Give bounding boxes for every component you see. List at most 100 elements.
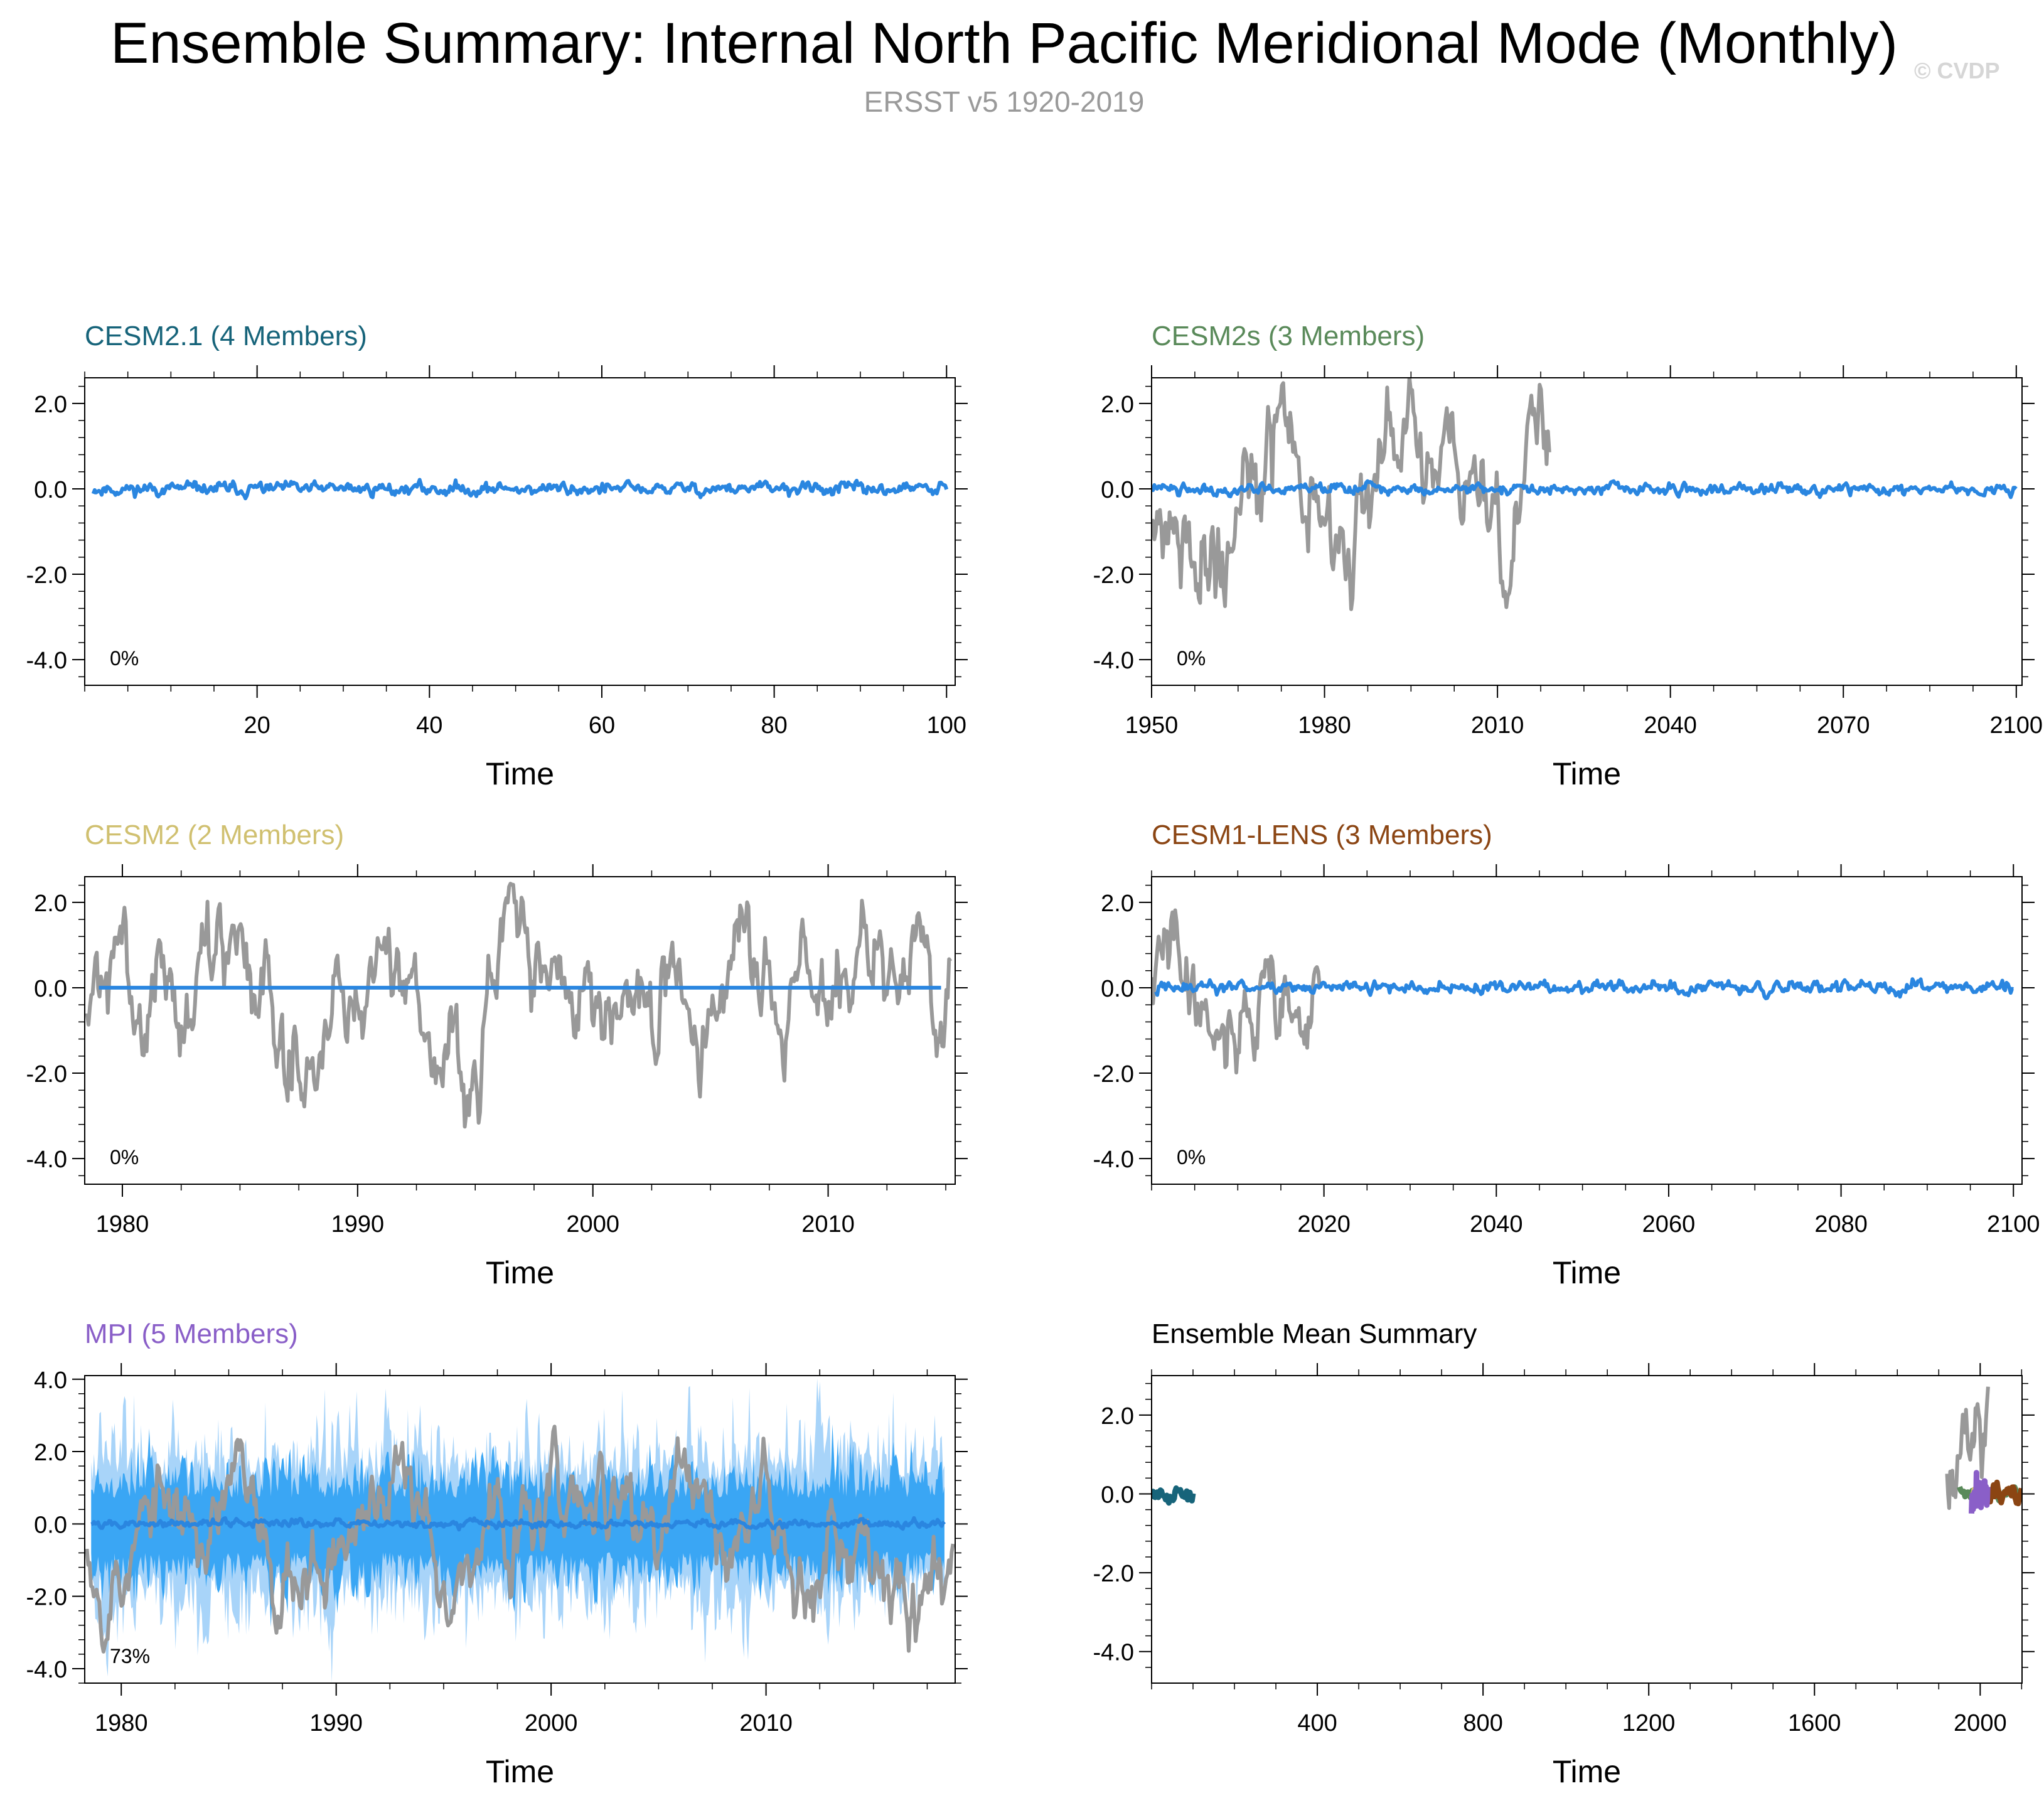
x-tick-label: 2100 [1990,712,2043,739]
x-tick-label: 1980 [96,1211,149,1238]
y-tick-label: 0.0 [34,1512,67,1538]
plot-frame [84,1375,956,1684]
series-ensemble-mean [91,478,949,501]
pct-label: 0% [110,647,139,670]
panel-cesm1-lens: CESM1-LENS (3 Members) 2.0 0.0 -2.0 -4.0 2020… [1093,820,2040,1290]
y-tick-label: 2.0 [1101,392,1134,418]
x-tick-label: 2070 [1817,712,1870,739]
y-tick-label: -4.0 [1093,1147,1134,1173]
x-tick-label: 2010 [1471,712,1524,739]
x-tick-label: 2060 [1642,1211,1696,1238]
panel-title: CESM1-LENS (3 Members) [1152,820,1492,850]
y-tick-label: -2.0 [1093,1061,1134,1088]
panel-title: CESM2.1 (4 Members) [85,321,367,351]
series-ensemble-mean [1154,977,2015,1000]
panel-title: CESM2s (3 Members) [1152,321,1425,351]
page-title: Ensemble Summary: Internal North Pacific… [110,11,1898,75]
series-cesm1-lens [1986,1479,2022,1507]
x-tick-label: 2000 [1954,1710,2007,1736]
panel-cesm2s: CESM2s (3 Members) 2.0 0.0 -2.0 -4.0 1950 1980… [1093,321,2043,791]
y-tick-label: 2.0 [34,891,67,917]
x-tick-label: 1980 [95,1710,148,1736]
x-tick-label: 1600 [1788,1710,1841,1736]
y-tick-label: -2.0 [26,1585,67,1611]
y-tick-label: 4.0 [34,1367,67,1394]
plot-frame [84,377,956,686]
x-axis-label: Time [1553,1255,1621,1290]
y-tick-label: -2.0 [1093,562,1134,589]
panel-title: CESM2 (2 Members) [85,820,344,850]
series-ensemble-mean [90,1516,946,1532]
series-mpi [1969,1470,1991,1514]
y-tick-label: -4.0 [1093,1640,1134,1666]
panel-mpi: MPI (5 Members) 4.0 2.0 0.0 -2.0 -4.0 1980 1990… [26,1319,968,1789]
y-tick-label: 0.0 [1101,477,1134,503]
x-tick-label: 1950 [1125,712,1179,739]
panel-ensemble-mean-summary: Ensemble Mean Summary 2.0 0.0 -2.0 -4.0 400 80… [1093,1319,2035,1789]
plot-area [1152,1386,2022,1514]
panel-title: Ensemble Mean Summary [1152,1319,1477,1349]
series-band-inner [91,1424,944,1627]
x-tick-label: 40 [416,712,442,739]
series-observations [85,882,953,1129]
x-tick-label: 100 [927,712,966,739]
y-tick-label: -2.0 [26,1061,67,1088]
x-axis-label: Time [486,1754,554,1789]
series-observations [1152,908,1322,1075]
x-tick-label: 400 [1297,1710,1337,1736]
y-tick-label: -4.0 [1093,648,1134,674]
plot-area [1152,908,2015,1075]
plot-area [85,1378,955,1683]
page-subtitle: ERSST v5 1920-2019 [864,85,1145,118]
y-tick-label: -4.0 [26,648,67,674]
cvdp-credit: © CVDP [1914,58,2000,83]
y-tick-label: 0.0 [34,976,67,1002]
y-tick-label: 2.0 [34,1440,67,1466]
panel-title: MPI (5 Members) [85,1319,298,1349]
plot-frame [1151,876,2023,1185]
series-cesm2-1 [1152,1485,1196,1506]
pct-label: 0% [1177,1146,1206,1169]
x-tick-label: 80 [761,712,787,739]
y-tick-label: 2.0 [1101,891,1134,917]
plot-area [85,882,953,1129]
panel-cesm2-1: CESM2.1 (4 Members) 2.0 0.0 -2.0 -4.0 20 40 60 8… [26,321,968,791]
y-tick-label: -4.0 [26,1657,67,1683]
x-tick-label: 2000 [525,1710,578,1736]
x-tick-label: 2040 [1470,1211,1523,1238]
x-axis-label: Time [486,1255,554,1290]
x-tick-label: 2010 [739,1710,793,1736]
x-tick-label: 1990 [331,1211,385,1238]
series-observations [85,1425,955,1654]
plot-area [1152,378,2018,611]
x-tick-label: 2020 [1297,1211,1351,1238]
pct-label: 0% [110,1146,139,1169]
pct-label: 0% [1177,647,1206,670]
y-tick-label: -2.0 [26,562,67,589]
series-observations [1152,378,1551,611]
x-tick-label: 20 [244,712,270,739]
x-tick-label: 2100 [1987,1211,2040,1238]
x-tick-label: 800 [1463,1710,1502,1736]
x-axis-label: Time [1553,756,1621,791]
y-tick-label: 2.0 [1101,1403,1134,1430]
x-axis-label: Time [486,756,554,791]
y-tick-label: -2.0 [1093,1561,1134,1587]
x-tick-label: 1200 [1622,1710,1676,1736]
x-tick-label: 2000 [566,1211,619,1238]
x-tick-label: 2010 [801,1211,855,1238]
x-tick-label: 2040 [1644,712,1697,739]
x-tick-label: 1990 [309,1710,363,1736]
plot-area [91,478,949,501]
pct-label: 73% [110,1645,150,1667]
panel-cesm2: CESM2 (2 Members) 2.0 0.0 -2.0 -4.0 1980 1990 2… [26,820,968,1290]
plot-frame [1151,377,2023,686]
y-tick-label: -4.0 [26,1147,67,1173]
series-observations [1945,1386,1990,1511]
plot-frame [1151,1375,2023,1684]
plot-frame [84,876,956,1185]
x-tick-label: 2080 [1814,1211,1868,1238]
y-tick-label: 0.0 [34,477,67,503]
x-axis-label: Time [1553,1754,1621,1789]
